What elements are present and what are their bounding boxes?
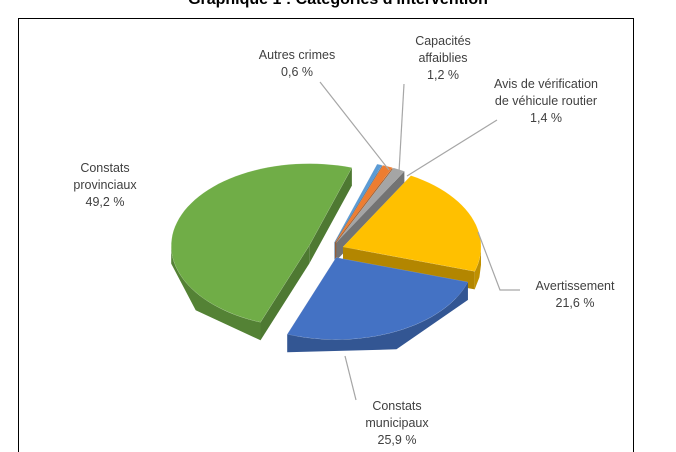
label-value: 25,9 % <box>377 433 417 447</box>
leader-line <box>406 119 498 177</box>
label-name: Constats municipaux <box>365 399 429 430</box>
slice <box>335 165 393 243</box>
slice <box>286 257 469 340</box>
label-name: Avis de vérification de véhicule routier <box>494 77 598 108</box>
label-name: Constats provinciaux <box>73 161 137 192</box>
label-value: 0,6 % <box>281 65 313 79</box>
slice <box>334 163 383 243</box>
slice <box>171 163 353 323</box>
leader-line <box>319 81 390 171</box>
leader-line <box>398 83 405 173</box>
leader-line <box>477 231 520 291</box>
slice-side <box>171 245 261 341</box>
label-name: Avertissement <box>535 279 615 293</box>
label-value: 1,4 % <box>530 111 562 125</box>
label-value: 21,6 % <box>555 296 595 310</box>
leader-line <box>344 355 357 401</box>
chart-frame <box>18 18 634 452</box>
data-label: Autres crimes 0,6 % <box>242 47 352 81</box>
data-label: Avertissement 21,6 % <box>510 278 640 312</box>
data-label: Constats provinciaux 49,2 % <box>50 160 160 211</box>
label-name: Capacités affaiblies <box>415 34 471 65</box>
label-name: Autres crimes <box>258 48 336 62</box>
label-value: 49,2 % <box>85 195 125 209</box>
slice <box>342 175 482 272</box>
chart-title: Graphique 1 : Catégories d'intervention <box>0 0 676 9</box>
data-label: Constats municipaux 25,9 % <box>347 398 447 449</box>
data-label: Avis de vérification de véhicule routier… <box>486 76 606 127</box>
slice-wall <box>309 167 352 264</box>
slice-side <box>474 246 481 290</box>
slice-side <box>287 282 468 353</box>
data-label: Capacités affaiblies 1,2 % <box>403 33 483 84</box>
slice-wall <box>260 245 310 341</box>
label-value: 1,2 % <box>427 68 459 82</box>
